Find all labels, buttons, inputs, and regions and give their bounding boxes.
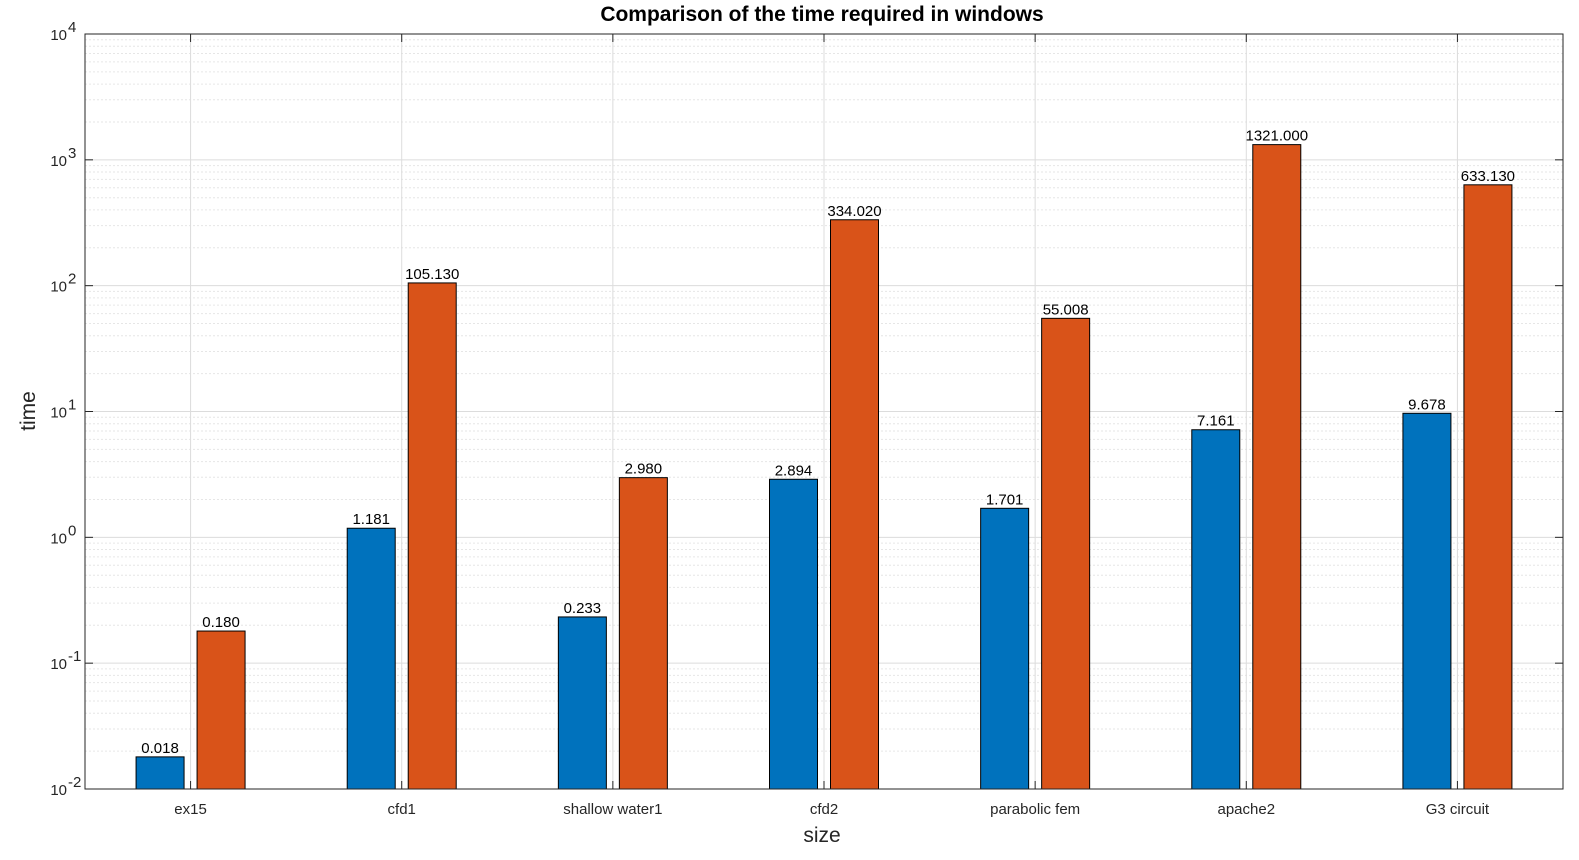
- bar-series1-4: [980, 507, 1030, 790]
- x-tick-label: ex15: [174, 801, 207, 818]
- data-label-series2-3: 334.020: [827, 203, 881, 220]
- bar-series2-1: [407, 282, 457, 790]
- y-tick-label: 10: [50, 405, 67, 422]
- x-tick-label: apache2: [1218, 801, 1276, 818]
- y-tick-exponent: 0: [68, 522, 76, 539]
- data-label-series1-5: 7.161: [1197, 413, 1235, 430]
- y-tick-exponent: 2: [68, 271, 76, 288]
- x-tick-label: cfd2: [810, 801, 838, 818]
- y-tick-label: 10: [50, 656, 67, 673]
- data-label-series1-3: 2.894: [775, 462, 813, 479]
- bars: [135, 144, 1513, 790]
- bar-series2-5: [1252, 144, 1302, 790]
- x-axis-ticks: ex15 cfd1 shallow water1 cfd2 parabolic fem a…: [174, 34, 1490, 818]
- data-label-series2-6: 633.130: [1461, 168, 1515, 185]
- plot-frame: [84, 33, 1564, 790]
- chart-title: Comparison of the time required in windo…: [600, 3, 1043, 26]
- y-tick-label: 10: [50, 153, 67, 170]
- data-label-series2-5: 1321.000: [1245, 128, 1308, 145]
- bar-series2-4: [1041, 317, 1091, 790]
- y-tick-label: 10: [50, 530, 67, 547]
- y-tick-label: 10: [50, 279, 67, 296]
- data-label-series2-4: 55.008: [1043, 301, 1089, 318]
- x-tick-label: G3 circuit: [1426, 801, 1490, 818]
- data-label-series1-0: 0.018: [141, 740, 179, 757]
- data-label-series2-2: 2.980: [625, 461, 663, 478]
- x-tick-label: parabolic fem: [990, 801, 1080, 818]
- data-label-series2-0: 0.180: [202, 614, 240, 631]
- bar-series1-0: [135, 756, 185, 790]
- bar-series2-3: [830, 219, 879, 790]
- bar-series2-2: [618, 477, 668, 790]
- bar-series1-3: [769, 478, 818, 790]
- y-tick-exponent: -1: [68, 648, 81, 665]
- data-label-series1-1: 1.181: [352, 511, 390, 528]
- data-label-series1-4: 1.701: [986, 491, 1024, 508]
- y-tick-exponent: -2: [68, 774, 81, 791]
- y-axis-label: time: [17, 391, 40, 431]
- x-axis-label: size: [803, 824, 840, 847]
- bar-series1-5: [1191, 429, 1241, 790]
- data-label-series2-1: 105.130: [405, 266, 459, 283]
- x-tick-label: cfd1: [388, 801, 416, 818]
- y-tick-label: 10: [50, 27, 67, 44]
- y-tick-label: 10: [50, 782, 67, 799]
- y-tick-exponent: 4: [68, 19, 76, 36]
- bar-series1-2: [557, 616, 607, 790]
- bar-series1-1: [346, 527, 396, 790]
- bar-series1-6: [1402, 412, 1452, 790]
- x-tick-label: shallow water1: [563, 801, 662, 818]
- data-label-series1-6: 9.678: [1408, 396, 1446, 413]
- grid-lines: [85, 34, 1563, 789]
- y-tick-exponent: 3: [68, 145, 76, 162]
- y-tick-exponent: 1: [68, 397, 76, 414]
- data-labels: 0.018 1.181 0.233 2.894 1.701 7.161 9.678 0.180…: [141, 128, 1515, 757]
- data-label-series1-2: 0.233: [564, 600, 602, 617]
- bar-series2-6: [1463, 184, 1513, 790]
- bar-series2-0: [196, 630, 246, 790]
